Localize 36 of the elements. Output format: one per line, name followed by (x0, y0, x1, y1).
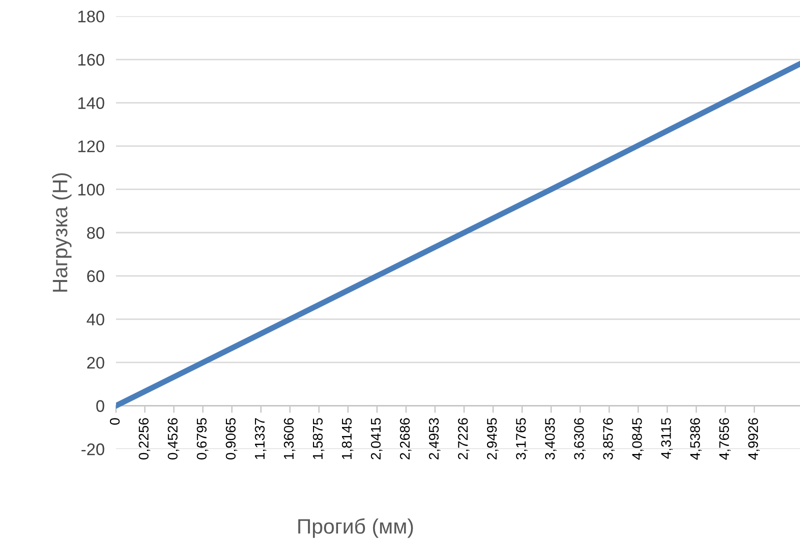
x-tick-label: 3,6306 (574, 418, 586, 460)
x-tick-label: 1,3606 (284, 418, 296, 459)
y-tick-label: 160 (78, 54, 104, 66)
y-tick-label: 60 (87, 270, 104, 282)
y-axis-title: Нагрузка (Н) (52, 173, 72, 292)
x-tick-label: 3,4035 (545, 418, 557, 460)
x-tick-label: 4,0845 (632, 418, 644, 460)
x-tick-label: 1,5875 (312, 418, 324, 459)
x-tick-label: 1,8145 (342, 418, 354, 459)
x-tick-label: 2,7226 (458, 418, 470, 460)
x-tick-label: 4,9926 (748, 418, 760, 460)
x-tick-label: 4,5386 (690, 418, 702, 460)
x-tick-label: 0,4526 (168, 418, 180, 460)
x-tick-label: 2,4953 (428, 418, 440, 460)
x-tick-label: 0,9065 (226, 418, 238, 460)
x-tick-label: 1,1337 (254, 418, 266, 459)
y-tick-label: 100 (78, 184, 104, 196)
x-tick-label: 2,0415 (370, 418, 382, 460)
y-tick-label: 20 (87, 356, 104, 369)
x-tick-label: 0,2256 (138, 418, 150, 460)
x-tick-label: 2,2686 (400, 418, 412, 460)
y-tick-label: 40 (86, 314, 104, 326)
x-tick-label: 4,7656 (719, 418, 731, 460)
y-tick-label: 180 (78, 10, 104, 22)
y-tick-label: -20 (82, 443, 104, 456)
y-tick-label: 0 (96, 400, 104, 412)
x-tick-label: 0,6795 (196, 418, 208, 460)
y-tick-label: 140 (78, 97, 104, 109)
x-tick-label: 2,9495 (486, 418, 498, 460)
x-axis-title: Прогиб (мм) (298, 518, 413, 538)
y-tick-label: 80 (87, 227, 104, 239)
x-tick-label: 4,3115 (661, 418, 673, 459)
x-tick-label: 3,8576 (603, 418, 615, 460)
x-tick-label: 3,1765 (516, 418, 528, 460)
x-tick-label: 0 (110, 418, 120, 425)
y-tick-label: 120 (78, 140, 104, 152)
